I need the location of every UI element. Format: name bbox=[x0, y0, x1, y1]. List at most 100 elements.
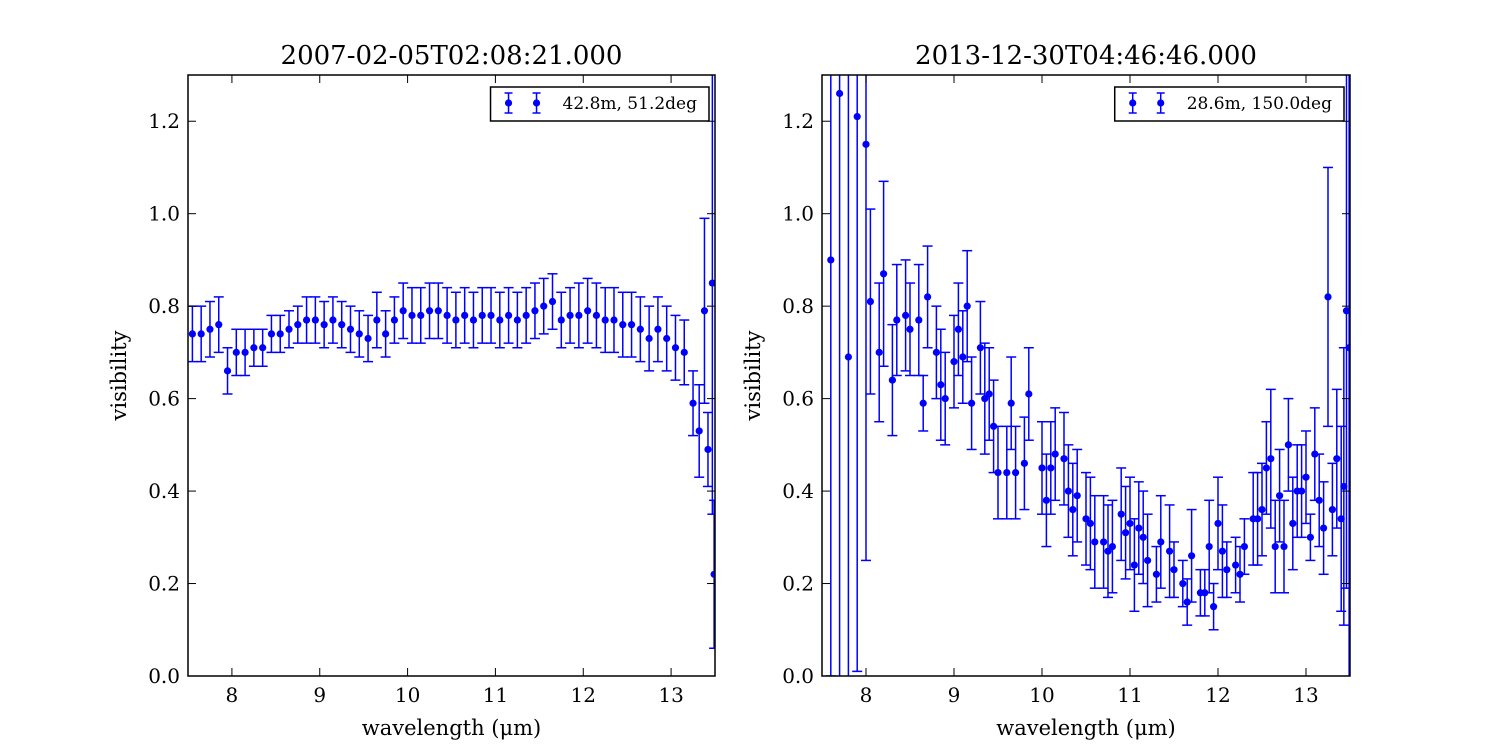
data-point bbox=[1130, 561, 1138, 569]
data-point bbox=[390, 316, 399, 324]
data-point bbox=[601, 316, 609, 324]
y-tick-label: 0.4 bbox=[782, 479, 814, 503]
data-point bbox=[1166, 547, 1174, 555]
x-axis-label: wavelength (μm) bbox=[362, 716, 541, 740]
data-point bbox=[285, 325, 293, 333]
y-tick-label: 1.2 bbox=[782, 109, 814, 133]
data-point bbox=[1126, 519, 1134, 528]
data-point bbox=[1122, 529, 1130, 537]
data-point bbox=[513, 316, 521, 324]
data-point bbox=[1091, 538, 1099, 546]
data-point bbox=[223, 367, 232, 375]
x-tick-label: 12 bbox=[571, 683, 596, 707]
data-point bbox=[1007, 399, 1015, 407]
legend-marker bbox=[504, 99, 513, 107]
data-point bbox=[1060, 455, 1068, 463]
data-point bbox=[827, 256, 835, 264]
data-point bbox=[844, 353, 853, 361]
data-point bbox=[1012, 468, 1020, 477]
x-tick-label: 8 bbox=[860, 683, 873, 707]
data-point bbox=[866, 297, 875, 306]
x-tick-label: 8 bbox=[226, 683, 239, 707]
y-tick-label: 0.2 bbox=[148, 572, 180, 596]
data-point bbox=[689, 399, 697, 407]
data-point bbox=[1340, 482, 1348, 491]
data-point bbox=[610, 316, 618, 324]
data-point bbox=[1342, 307, 1350, 315]
data-point bbox=[1051, 450, 1059, 458]
data-point bbox=[1271, 542, 1279, 551]
data-point bbox=[1025, 390, 1033, 398]
data-point bbox=[1337, 515, 1345, 523]
y-tick-label: 0.4 bbox=[148, 479, 180, 503]
data-point bbox=[504, 311, 513, 319]
x-tick-label: 13 bbox=[1293, 683, 1318, 707]
data-point bbox=[294, 321, 302, 329]
data-point bbox=[1284, 441, 1292, 449]
data-point bbox=[364, 334, 372, 343]
data-point bbox=[1069, 505, 1077, 514]
data-point bbox=[1302, 473, 1310, 481]
data-point bbox=[1315, 496, 1323, 504]
data-point bbox=[1179, 579, 1187, 588]
data-point bbox=[700, 307, 709, 315]
data-point bbox=[1038, 464, 1046, 472]
data-point bbox=[1003, 468, 1011, 477]
data-point bbox=[267, 330, 276, 338]
data-point bbox=[276, 330, 284, 338]
data-point bbox=[1082, 515, 1090, 523]
data-point bbox=[188, 330, 196, 338]
axes-frame bbox=[187, 74, 716, 677]
data-point bbox=[704, 445, 712, 454]
data-point bbox=[1223, 566, 1231, 574]
data-point bbox=[645, 334, 653, 343]
data-point bbox=[1298, 487, 1306, 495]
data-point bbox=[880, 270, 888, 278]
data-point bbox=[1135, 524, 1143, 532]
data-point bbox=[994, 468, 1002, 477]
data-point bbox=[487, 311, 495, 319]
subplot: 8 9 10 11 12 13 0.0 0.2 0.4 0.6 0.8 1.0 1.2 2013-12-3… bbox=[741, 41, 1351, 740]
data-point bbox=[1214, 519, 1222, 528]
x-tick-label: 13 bbox=[658, 683, 683, 707]
chart-title: 2013-12-30T04:46:46.000 bbox=[915, 41, 1257, 71]
data-point bbox=[311, 316, 319, 324]
y-tick-label: 0.2 bbox=[782, 572, 814, 596]
x-tick-label: 10 bbox=[395, 683, 420, 707]
data-point bbox=[584, 307, 592, 315]
data-point bbox=[469, 316, 478, 324]
data-point bbox=[592, 311, 601, 319]
data-point bbox=[1267, 455, 1275, 463]
data-point bbox=[1117, 510, 1125, 518]
data-point bbox=[434, 307, 442, 315]
data-point bbox=[959, 353, 967, 361]
legend: 42.8m, 51.2deg bbox=[489, 86, 710, 122]
legend-frame bbox=[489, 86, 710, 122]
data-point bbox=[906, 325, 914, 333]
data-point bbox=[1262, 464, 1270, 472]
legend-marker bbox=[1157, 99, 1165, 107]
y-tick-label: 0.0 bbox=[782, 664, 814, 688]
data-point bbox=[259, 344, 267, 352]
data-point bbox=[1218, 547, 1226, 555]
legend-marker bbox=[532, 99, 541, 107]
data-point bbox=[1188, 552, 1196, 560]
data-point bbox=[329, 316, 337, 324]
data-point bbox=[425, 307, 434, 315]
series bbox=[188, 75, 715, 650]
data-point bbox=[1100, 538, 1108, 546]
data-point bbox=[976, 344, 985, 352]
data-point bbox=[1205, 542, 1213, 551]
data-point bbox=[919, 399, 927, 407]
data-point bbox=[636, 325, 644, 333]
data-point bbox=[1289, 519, 1297, 528]
y-tick-label: 1.0 bbox=[782, 202, 814, 226]
data-point bbox=[981, 395, 989, 403]
data-point bbox=[663, 334, 671, 343]
data-point bbox=[548, 297, 557, 306]
x-tick-label: 10 bbox=[1029, 683, 1054, 707]
data-point bbox=[408, 311, 416, 319]
data-point bbox=[452, 316, 460, 324]
data-point bbox=[1170, 566, 1178, 574]
data-point bbox=[1047, 464, 1055, 472]
